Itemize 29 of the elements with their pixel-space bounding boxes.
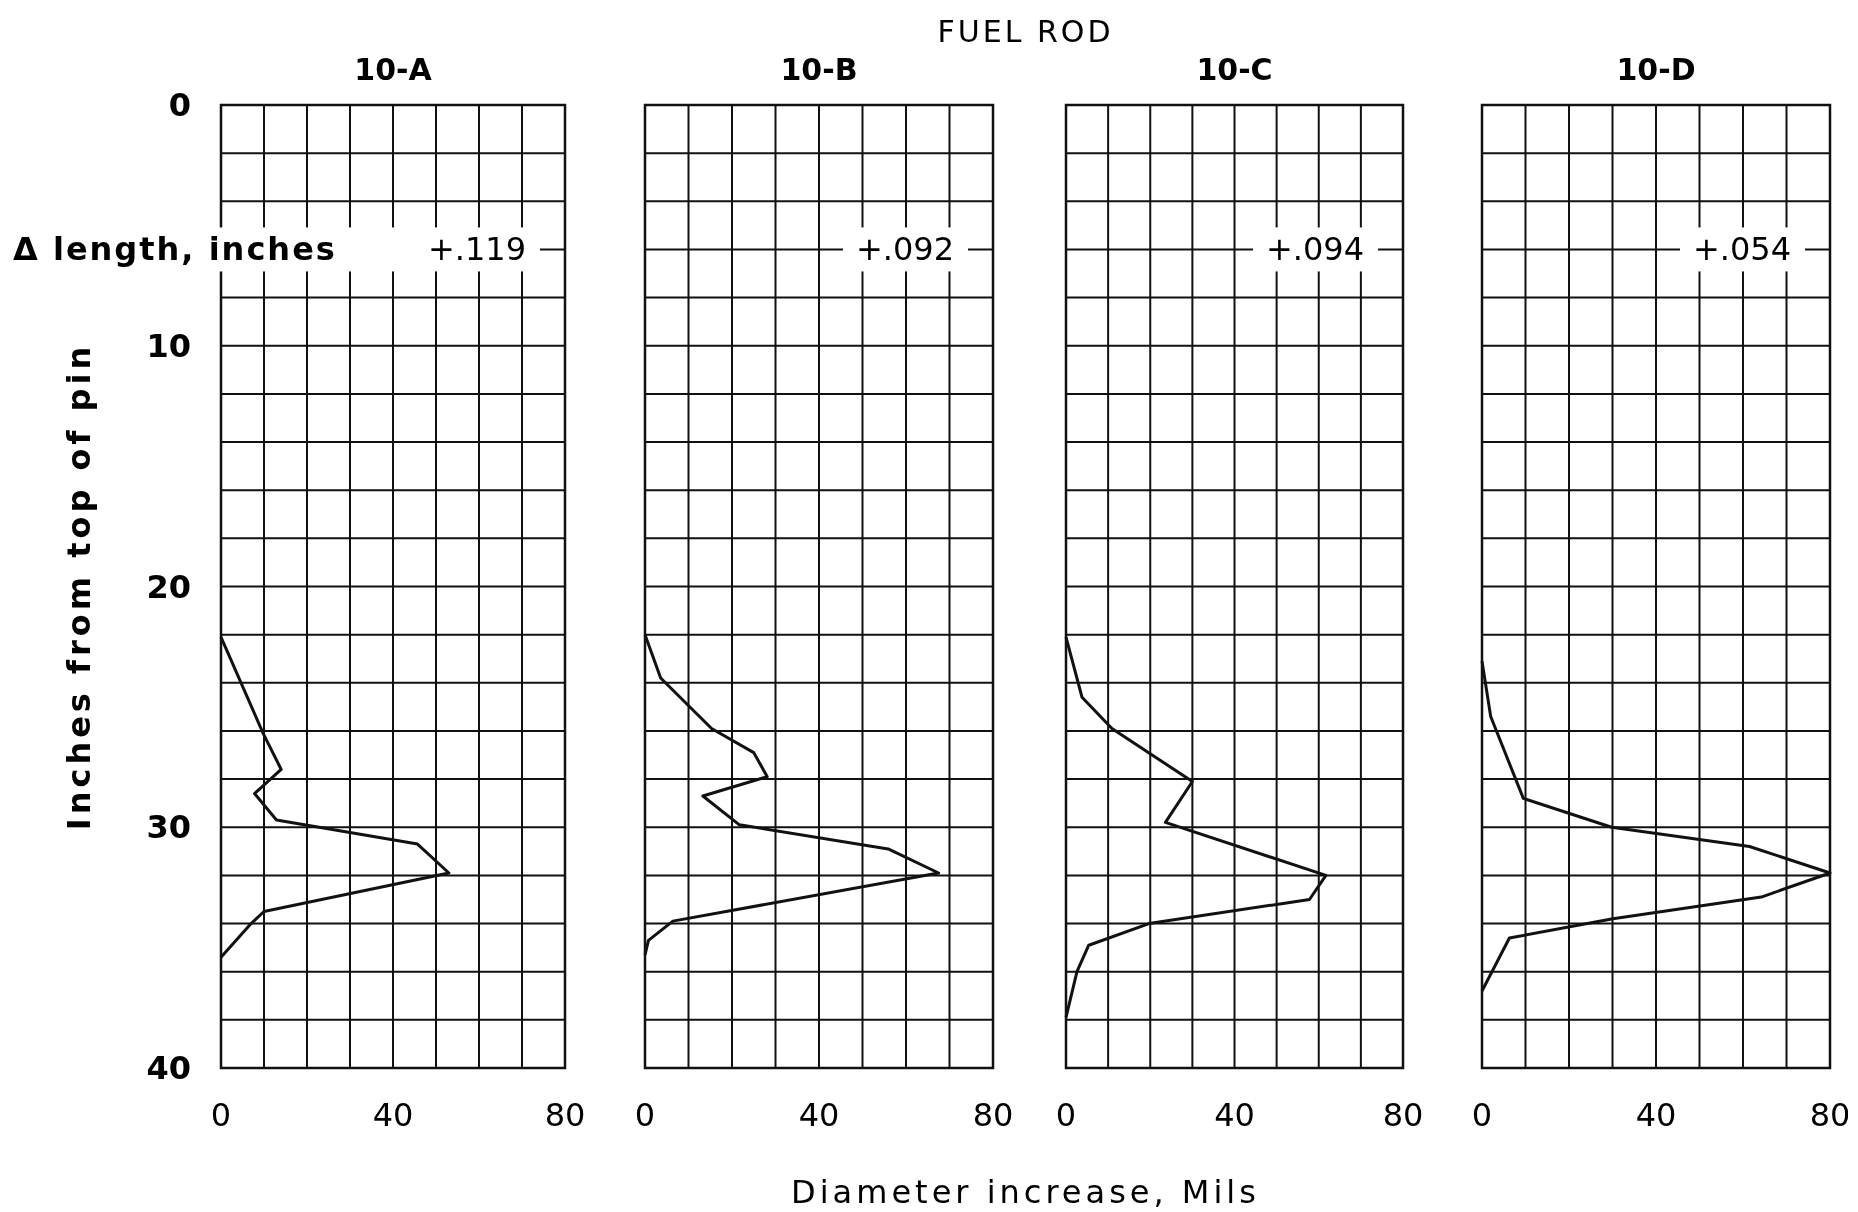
y-tick-label: 10 (146, 326, 191, 365)
x-tick-label: 40 (1635, 1096, 1677, 1134)
y-axis-title: Inches from top of pin (60, 342, 98, 831)
y-tick-label: 30 (146, 808, 191, 847)
y-tick-label: 40 (146, 1049, 191, 1087)
x-tick-label: 40 (372, 1096, 414, 1134)
x-tick-label: 0 (634, 1096, 656, 1134)
x-tick-label: 80 (1809, 1096, 1851, 1134)
text: Diameter increase, Mils (791, 1173, 1260, 1211)
annotation: +.054 (1692, 230, 1792, 269)
x-tick-label: 80 (1382, 1096, 1424, 1134)
annotation: +.092 (855, 230, 955, 269)
x-tick-label: 80 (544, 1096, 586, 1134)
chart-title: 10-A (354, 52, 433, 87)
x-tick-label: 80 (972, 1096, 1014, 1134)
x-tick-label: 0 (1055, 1096, 1077, 1134)
x-tick-label: 0 (210, 1096, 232, 1134)
x-tick-label: 40 (1214, 1096, 1255, 1134)
annotation: +.094 (1265, 230, 1365, 269)
x-tick-label: 0 (1471, 1096, 1493, 1134)
annotation: +.119 (427, 230, 527, 269)
x-tick-label: 40 (798, 1096, 840, 1134)
chart-title: 10-D (1616, 52, 1696, 87)
annotation: Δ length, inches (13, 230, 337, 269)
y-tick-label: 0 (168, 86, 191, 124)
y-tick-label: 20 (146, 567, 191, 606)
chart-title: 10-B (780, 52, 858, 87)
text: FUEL ROD (937, 14, 1114, 49)
chart-title: 10-C (1196, 52, 1273, 87)
